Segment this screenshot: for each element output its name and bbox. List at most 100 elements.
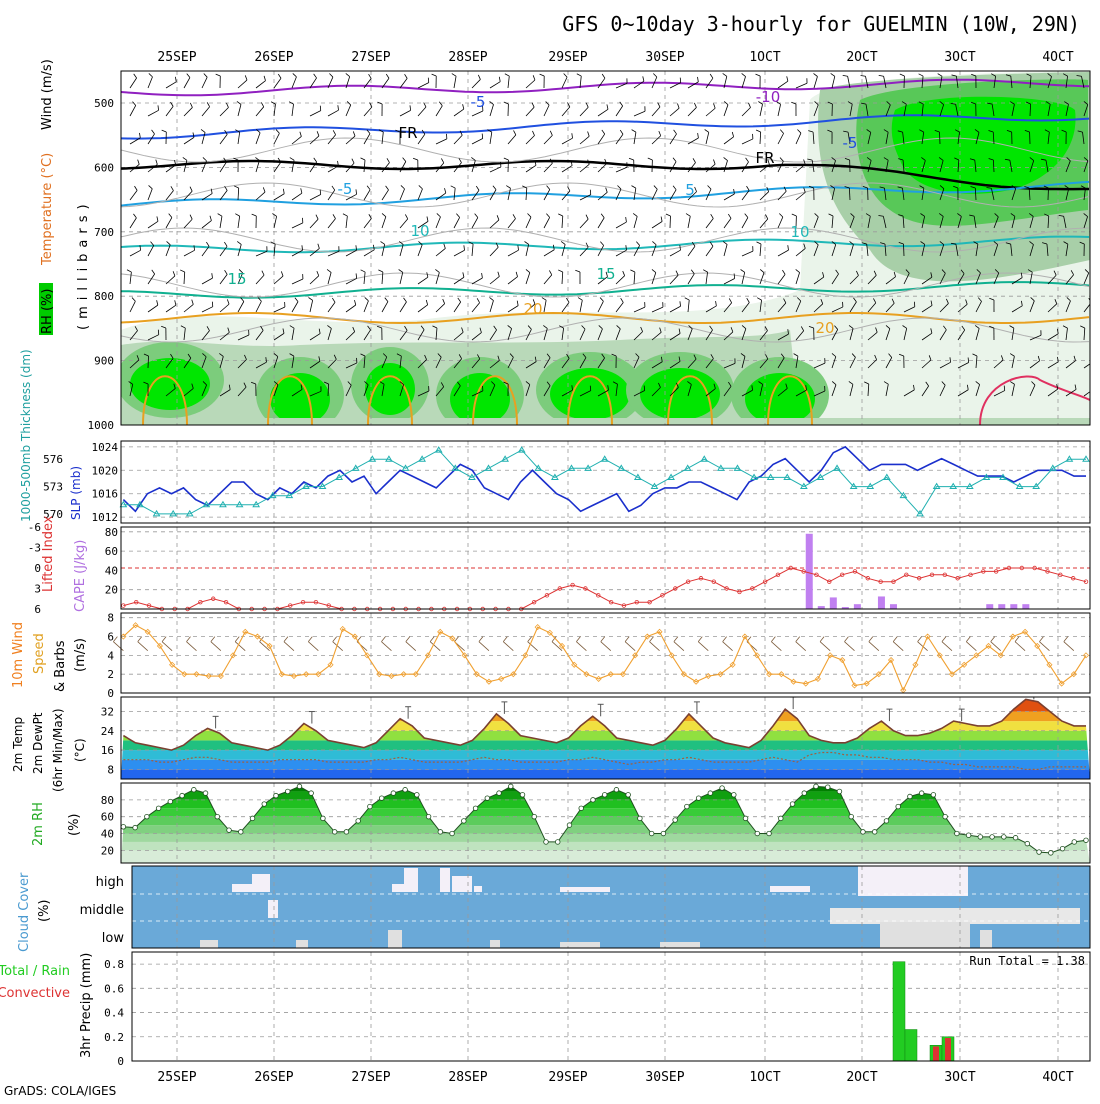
surface-wind-barb [796, 642, 806, 651]
cloud-cover-label: Cloud Cover [17, 872, 32, 952]
rh-tick: 20 [101, 844, 114, 857]
rh-point [1013, 835, 1018, 840]
rh-band [121, 842, 1090, 850]
surface-wind-feather [674, 637, 678, 642]
rh-point [743, 816, 748, 821]
surface-wind-barb [723, 642, 733, 651]
top-date-4: 29SEP [548, 50, 587, 65]
cape-bar [890, 604, 897, 609]
thickness-tick: 573 [43, 481, 63, 494]
rh-point [1025, 841, 1030, 846]
surface-wind-barb [284, 642, 294, 651]
cloud-block [404, 868, 418, 892]
minmax-label: (6hr Min/Max) [51, 709, 65, 793]
surface-wind-feather [1015, 637, 1019, 642]
li-series-line [123, 568, 1086, 609]
wind-tick: 4 [107, 649, 114, 662]
wind-tick: 6 [107, 631, 114, 644]
rh-point [825, 785, 830, 790]
surface-wind-feather [308, 637, 312, 642]
rh-bubble-inner [365, 363, 415, 415]
cape-bar [830, 597, 837, 609]
cloud-block [858, 866, 968, 896]
wind-speed-and-barbs [113, 623, 1088, 693]
surface-wind-barb [162, 642, 172, 651]
surface-wind-barb [674, 642, 684, 651]
bottom-date-1: 26SEP [254, 1070, 293, 1085]
precip-tick: 0.6 [104, 982, 124, 995]
surface-wind-barb [260, 642, 270, 651]
precip-unit-label: 3hr Precip (mm) [79, 953, 94, 1058]
surface-wind-feather [796, 637, 800, 642]
rh-point [696, 796, 701, 801]
cape-bar [878, 596, 885, 609]
contour-label: -5 [338, 180, 353, 198]
surface-wind-feather [284, 637, 288, 642]
rh-point [156, 806, 161, 811]
rh-point [732, 792, 737, 797]
precip-tick: 0.8 [104, 958, 124, 971]
cloud-block [388, 930, 402, 948]
rh-point [626, 792, 631, 797]
rh-point [415, 792, 420, 797]
temp-unit-label: (°C) [73, 738, 87, 762]
bottom-date-3: 28SEP [448, 1070, 487, 1085]
li-tick: 3 [34, 583, 41, 596]
temp-band [121, 740, 1090, 750]
bottom-date-9: 4OCT [1042, 1070, 1073, 1085]
cape-tick: 80 [105, 526, 118, 539]
precip-tick: 0.4 [104, 1007, 124, 1020]
slp-axis-label: SLP (mb) [69, 466, 83, 520]
rh-point [1048, 851, 1053, 856]
wind-tick: 8 [107, 612, 114, 625]
rh-bubble-inner [450, 373, 510, 425]
li-tick: 6 [34, 603, 41, 616]
wind-barbs-label: & Barbs [53, 640, 68, 692]
rh-point [473, 806, 478, 811]
surface-wind-feather [650, 637, 654, 642]
rh-point [192, 787, 197, 792]
surface-wind-feather [1039, 637, 1043, 642]
cloud-block [660, 942, 700, 948]
top-date-5: 30SEP [645, 50, 684, 65]
rh-point [978, 835, 983, 840]
rh-point [767, 831, 772, 836]
rh-point [274, 793, 279, 798]
rh-point [227, 828, 232, 833]
rh-point [238, 830, 243, 835]
cape-bar [854, 604, 861, 609]
rh-point [462, 819, 467, 824]
wind-barb-feather [968, 357, 969, 362]
contour-label: 20 [523, 300, 542, 318]
cloud-block [490, 940, 500, 948]
pressure-tick-600: 600 [94, 161, 114, 174]
rh-point [849, 814, 854, 819]
rh-point [1037, 850, 1042, 855]
top-date-8: 3OCT [944, 50, 975, 65]
wind-unit-label: (m/s) [73, 638, 88, 672]
cape-bar [986, 604, 993, 609]
rh-point [579, 806, 584, 811]
rh-point [649, 831, 654, 836]
precip-convective-bar [945, 1038, 951, 1061]
rh-band [121, 850, 1090, 863]
wind10m-label: 10m Wind [11, 622, 26, 688]
rh-point [814, 784, 819, 789]
surface-wind-feather [162, 637, 166, 642]
surface-wind-feather [820, 637, 824, 642]
surface-wind-barb [479, 642, 489, 651]
rh-point [861, 830, 866, 835]
rh-point [708, 791, 713, 796]
bottom-date-2: 27SEP [351, 1070, 390, 1085]
rh-point [203, 791, 208, 796]
rh-point [426, 814, 431, 819]
cape-bar [998, 604, 1005, 609]
rh-point [332, 830, 337, 835]
surface-wind-feather [406, 637, 410, 642]
rh-point [180, 793, 185, 798]
rh-tick: 40 [101, 828, 114, 841]
wind-barb-feather [644, 386, 645, 391]
cloud-block [200, 940, 218, 948]
